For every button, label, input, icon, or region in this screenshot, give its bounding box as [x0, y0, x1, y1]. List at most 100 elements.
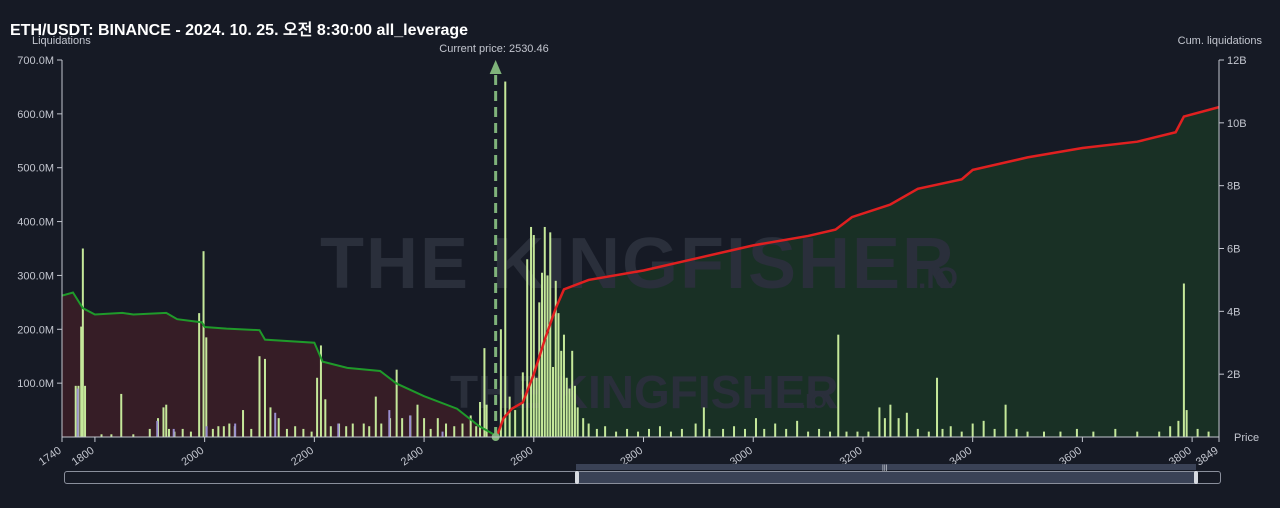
liquidation-bar — [856, 431, 859, 437]
x-tick-label: 1800 — [70, 445, 97, 469]
liquidation-bar — [429, 428, 432, 437]
liquidation-bar — [658, 426, 661, 437]
liquidation-bar — [560, 350, 563, 437]
y-right-tick-label: 8B — [1227, 181, 1240, 193]
x-tick-label: 2600 — [509, 445, 536, 469]
range-scrollbar[interactable] — [64, 471, 1221, 484]
liquidation-bar — [167, 428, 170, 437]
liquidation-bar — [84, 385, 87, 437]
liquidation-bar — [1207, 431, 1210, 437]
liquidation-bar — [374, 396, 377, 437]
liquidation-bar — [680, 428, 683, 437]
liquidation-bar — [905, 412, 908, 437]
liquidation-bar — [499, 329, 502, 437]
liquidation-bar — [936, 377, 939, 437]
liquidation-bar — [485, 404, 488, 437]
liquidation-bar — [669, 431, 672, 437]
range-window[interactable] — [575, 471, 1198, 484]
liquidation-bar — [1158, 431, 1161, 437]
liquidation-bar-alt — [388, 410, 391, 437]
y-left-tick-label: 600.0M — [17, 109, 54, 121]
liquidation-bar — [982, 420, 985, 437]
y-left-tick-label: 400.0M — [17, 217, 54, 229]
liquidation-bar — [345, 426, 348, 437]
liquidation-bar — [1059, 431, 1062, 437]
liquidation-bar — [551, 366, 554, 437]
liquidation-bar — [576, 407, 579, 437]
liquidation-bar — [807, 431, 810, 437]
x-tick-label: 2400 — [399, 445, 426, 469]
liquidation-bar — [436, 418, 439, 437]
liquidation-bar-alt — [274, 412, 277, 437]
liquidation-bar — [535, 377, 538, 437]
liquidation-bar — [1136, 431, 1139, 437]
range-selector-track[interactable] — [576, 464, 1196, 470]
liquidation-bar — [81, 248, 84, 437]
long-cumulative-line — [61, 291, 496, 437]
liquidation-bar — [504, 81, 507, 438]
liquidation-bar — [202, 251, 205, 437]
liquidation-bar — [1026, 431, 1029, 437]
liquidation-bar — [626, 428, 629, 437]
liquidation-bar — [319, 345, 322, 437]
liquidation-bar — [277, 418, 280, 437]
liquidation-bar — [557, 313, 560, 437]
liquidation-bar — [878, 407, 881, 437]
liquidation-bar — [148, 428, 151, 437]
liquidation-bar — [475, 426, 478, 437]
liquidation-bar — [508, 396, 511, 437]
liquidation-bar — [1075, 428, 1078, 437]
liquidation-bar — [205, 337, 208, 437]
liquidation-bar — [250, 428, 253, 437]
liquidation-bar — [100, 434, 103, 437]
liquidation-bar — [708, 428, 711, 437]
liquidation-bar — [316, 377, 319, 437]
liquidation-bar-alt — [337, 423, 340, 437]
liquidation-bar — [702, 407, 705, 437]
liquidation-bar — [310, 431, 313, 437]
liquidation-bar — [949, 426, 952, 437]
liquidation-bar — [941, 428, 944, 437]
watermark: THE KINGFISHER .IO THE KINGFISHER .IO — [320, 224, 958, 418]
liquidation-bar-alt — [441, 431, 444, 437]
liquidation-bar — [883, 418, 886, 437]
liquidation-bar — [1169, 426, 1172, 437]
range-right-handle[interactable] — [1194, 471, 1198, 484]
y-right-tick-label: 12B — [1227, 55, 1247, 67]
liquidation-bar — [897, 418, 900, 437]
liquidation-bar — [423, 418, 426, 437]
y-left-tick-label: 500.0M — [17, 163, 54, 175]
range-left-handle[interactable] — [575, 471, 579, 484]
liquidation-bar — [120, 393, 123, 437]
liquidation-bar — [521, 372, 524, 437]
range-grip-icon[interactable]: ||| — [882, 465, 888, 472]
liquidation-bar — [829, 431, 832, 437]
current-price-label: Current price: 2530.46 — [439, 43, 548, 55]
liquidation-bar — [198, 313, 201, 437]
liquidation-bar — [993, 428, 996, 437]
liquidation-bar — [395, 369, 398, 437]
watermark-suffix-large: .IO — [918, 262, 958, 295]
liquidation-bar — [479, 401, 482, 437]
liquidation-bar — [80, 326, 83, 437]
liquidation-bar — [453, 426, 456, 437]
short-cumulative-line — [495, 105, 1220, 436]
y-left-tick-label: 100.0M — [17, 378, 54, 390]
liquidation-bar — [722, 428, 725, 437]
liquidation-bar — [754, 418, 757, 437]
liquidation-bar — [1185, 410, 1188, 437]
x-tick-label: 1740 — [37, 445, 64, 469]
liquidation-bar — [916, 428, 919, 437]
liquidation-bar — [733, 426, 736, 437]
liquidation-bar — [242, 410, 245, 437]
liquidation-bar-alt — [76, 388, 79, 437]
liquidation-bar-alt — [409, 415, 412, 437]
liquidation-bar — [445, 423, 448, 437]
x-tick-label: 2000 — [179, 445, 206, 469]
y-right-tick-label: 2B — [1227, 369, 1240, 381]
liquidation-bar — [867, 431, 870, 437]
liquidation-bar-alt — [156, 420, 159, 437]
liquidation-bar — [1196, 428, 1199, 437]
short-liquidation-area — [497, 107, 1219, 437]
